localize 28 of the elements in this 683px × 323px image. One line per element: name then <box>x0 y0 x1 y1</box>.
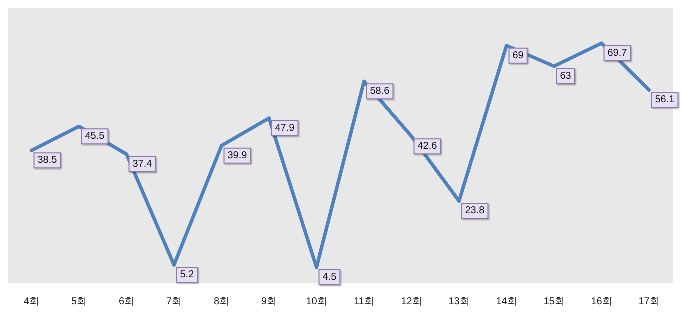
x-tick-label: 11회 <box>354 296 374 308</box>
data-label: 58.6 <box>370 86 390 98</box>
x-tick-label: 4회 <box>24 296 40 308</box>
data-label: 69.7 <box>608 48 628 59</box>
data-label: 47.9 <box>275 122 296 134</box>
x-tick-label: 6회 <box>118 296 135 308</box>
data-label: 38.5 <box>38 155 58 166</box>
x-tick-label: 14회 <box>496 296 518 308</box>
data-label: 45.5 <box>85 131 106 142</box>
data-label: 37.4 <box>132 158 153 170</box>
data-label: 23.8 <box>465 206 486 217</box>
x-tick-label: 9회 <box>261 296 278 308</box>
x-tick-label: 16회 <box>591 296 612 308</box>
data-label: 69 <box>512 50 524 62</box>
data-label: 56.1 <box>655 94 676 106</box>
x-tick-label: 8회 <box>214 296 230 308</box>
x-tick-label: 10회 <box>306 296 328 308</box>
x-tick-label: 15회 <box>544 296 565 308</box>
data-label: 5.2 <box>180 270 195 281</box>
x-tick-label: 5회 <box>71 296 88 308</box>
data-label: 39.9 <box>228 150 248 162</box>
data-label: 63 <box>560 70 572 82</box>
data-label: 42.6 <box>418 141 438 152</box>
x-tick-label: 13회 <box>448 296 470 308</box>
data-label: 4.5 <box>322 272 338 284</box>
x-tick-label: 17회 <box>638 296 660 308</box>
x-tick-label: 7회 <box>166 296 182 308</box>
x-tick-label: 12회 <box>401 296 422 308</box>
